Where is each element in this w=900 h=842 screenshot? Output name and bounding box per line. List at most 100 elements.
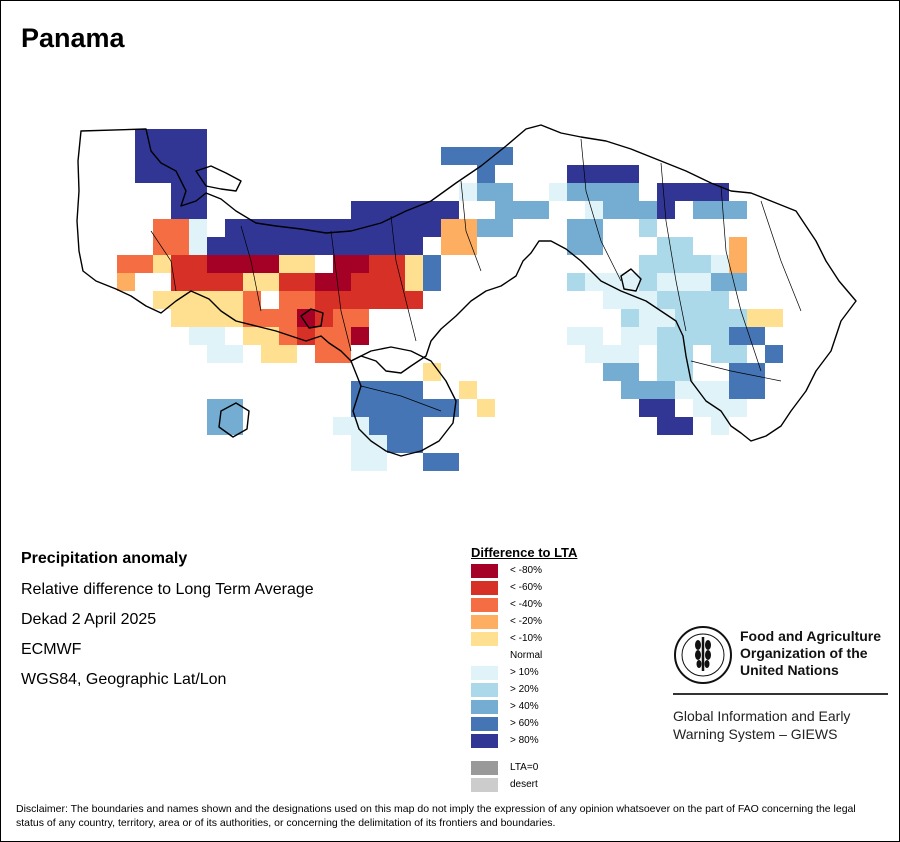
giews-name: Global Information and Early Warning Sys… — [673, 707, 850, 743]
anomaly-cell — [333, 309, 351, 327]
anomaly-cell — [351, 237, 369, 255]
legend-label: < -60% — [510, 582, 542, 593]
anomaly-cell — [153, 255, 171, 273]
anomaly-cell — [297, 273, 315, 291]
anomaly-cell — [441, 201, 459, 219]
anomaly-cell — [621, 363, 639, 381]
anomaly-cell — [765, 345, 783, 363]
legend-label: LTA=0 — [510, 762, 539, 773]
anomaly-cell — [351, 255, 369, 273]
anomaly-cell — [189, 219, 207, 237]
anomaly-cell — [567, 165, 585, 183]
anomaly-cell — [117, 273, 135, 291]
legend-title: Difference to LTA — [471, 545, 578, 560]
legend-swatch — [471, 717, 498, 731]
anomaly-cell — [711, 309, 729, 327]
anomaly-cell — [477, 219, 495, 237]
anomaly-cell — [333, 255, 351, 273]
anomaly-cell — [405, 399, 423, 417]
anomaly-cell — [675, 381, 693, 399]
anomaly-cell — [387, 219, 405, 237]
map-title: Panama — [21, 23, 125, 53]
anomaly-cell — [369, 417, 387, 435]
anomaly-cell — [639, 309, 657, 327]
anomaly-cell — [135, 129, 153, 147]
anomaly-cell — [729, 399, 747, 417]
anomaly-cell — [171, 309, 189, 327]
giews-line: Warning System – GIEWS — [673, 726, 838, 742]
anomaly-cell — [351, 273, 369, 291]
legend-swatch — [471, 581, 498, 595]
anomaly-cell — [675, 291, 693, 309]
anomaly-cell — [603, 345, 621, 363]
anomaly-cell — [351, 201, 369, 219]
anomaly-cell — [153, 165, 171, 183]
anomaly-cell — [207, 237, 225, 255]
anomaly-cell — [369, 201, 387, 219]
anomaly-cell — [441, 219, 459, 237]
anomaly-cell — [477, 147, 495, 165]
legend-label: > 20% — [510, 684, 539, 695]
anomaly-cell — [405, 255, 423, 273]
anomaly-cells — [117, 129, 783, 471]
legend-label: < -10% — [510, 633, 542, 644]
anomaly-cell — [621, 381, 639, 399]
anomaly-cell — [693, 381, 711, 399]
anomaly-cell — [135, 255, 153, 273]
anomaly-cell — [531, 201, 549, 219]
anomaly-cell — [675, 273, 693, 291]
anomaly-cell — [225, 417, 243, 435]
anomaly-cell — [207, 309, 225, 327]
anomaly-cell — [279, 237, 297, 255]
anomaly-cell — [495, 219, 513, 237]
anomaly-cell — [621, 291, 639, 309]
anomaly-cell — [747, 309, 765, 327]
anomaly-cell — [351, 291, 369, 309]
anomaly-cell — [459, 237, 477, 255]
anomaly-cell — [639, 273, 657, 291]
anomaly-cell — [693, 273, 711, 291]
anomaly-cell — [315, 345, 333, 363]
legend-swatch — [471, 761, 498, 775]
anomaly-cell — [387, 237, 405, 255]
anomaly-cell — [423, 399, 441, 417]
anomaly-cell — [153, 219, 171, 237]
anomaly-cell — [243, 291, 261, 309]
anomaly-cell — [369, 273, 387, 291]
anomaly-cell — [333, 291, 351, 309]
anomaly-cell — [189, 129, 207, 147]
anomaly-cell — [657, 255, 675, 273]
anomaly-cell — [657, 363, 675, 381]
anomaly-cell — [603, 363, 621, 381]
anomaly-cell — [171, 255, 189, 273]
fao-organization-name: Food and Agriculture Organization of the… — [740, 628, 881, 679]
anomaly-cell — [747, 327, 765, 345]
anomaly-cell — [243, 219, 261, 237]
anomaly-cell — [693, 327, 711, 345]
anomaly-cell — [567, 219, 585, 237]
anomaly-cell — [423, 255, 441, 273]
anomaly-cell — [261, 345, 279, 363]
fao-logo-icon — [674, 626, 732, 684]
legend-swatch — [471, 615, 498, 629]
anomaly-cell — [459, 147, 477, 165]
anomaly-cell — [585, 327, 603, 345]
anomaly-cell — [387, 399, 405, 417]
anomaly-cell — [729, 201, 747, 219]
anomaly-cell — [513, 201, 531, 219]
anomaly-cell — [657, 381, 675, 399]
anomaly-cell — [657, 183, 675, 201]
country-outline — [76, 124, 857, 457]
anomaly-cell — [585, 345, 603, 363]
anomaly-cell — [477, 399, 495, 417]
anomaly-cell — [495, 183, 513, 201]
anomaly-cell — [639, 201, 657, 219]
anomaly-cell — [729, 273, 747, 291]
anomaly-cell — [225, 291, 243, 309]
info-heading: Precipitation anomaly — [21, 550, 188, 567]
anomaly-cell — [387, 417, 405, 435]
anomaly-cell — [459, 219, 477, 237]
anomaly-cell — [189, 273, 207, 291]
anomaly-cell — [171, 147, 189, 165]
legend-swatch — [471, 632, 498, 646]
